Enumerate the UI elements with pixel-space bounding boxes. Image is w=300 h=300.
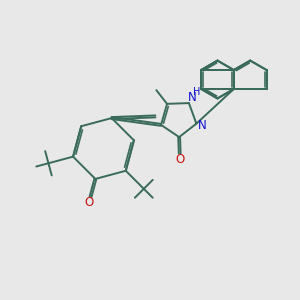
Text: O: O [175,153,184,166]
Text: N: N [188,91,197,104]
Text: N: N [198,119,207,132]
Text: H: H [193,87,200,97]
Text: O: O [84,196,94,209]
